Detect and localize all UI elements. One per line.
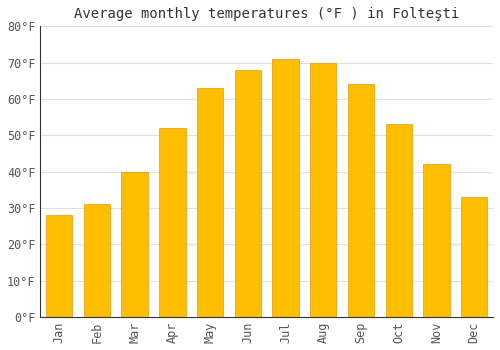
Bar (122, 172, 148, 317)
Bar (386, 124, 412, 317)
Bar (424, 164, 450, 317)
Bar (84, 204, 110, 317)
Bar (310, 63, 336, 317)
Bar (461, 197, 487, 317)
Bar (234, 70, 261, 317)
Bar (272, 59, 299, 317)
Title: Average monthly temperatures (°F ) in Folteşti: Average monthly temperatures (°F ) in Fo… (74, 7, 460, 21)
Bar (159, 128, 186, 317)
Bar (348, 84, 374, 317)
Bar (46, 215, 72, 317)
Bar (197, 88, 224, 317)
